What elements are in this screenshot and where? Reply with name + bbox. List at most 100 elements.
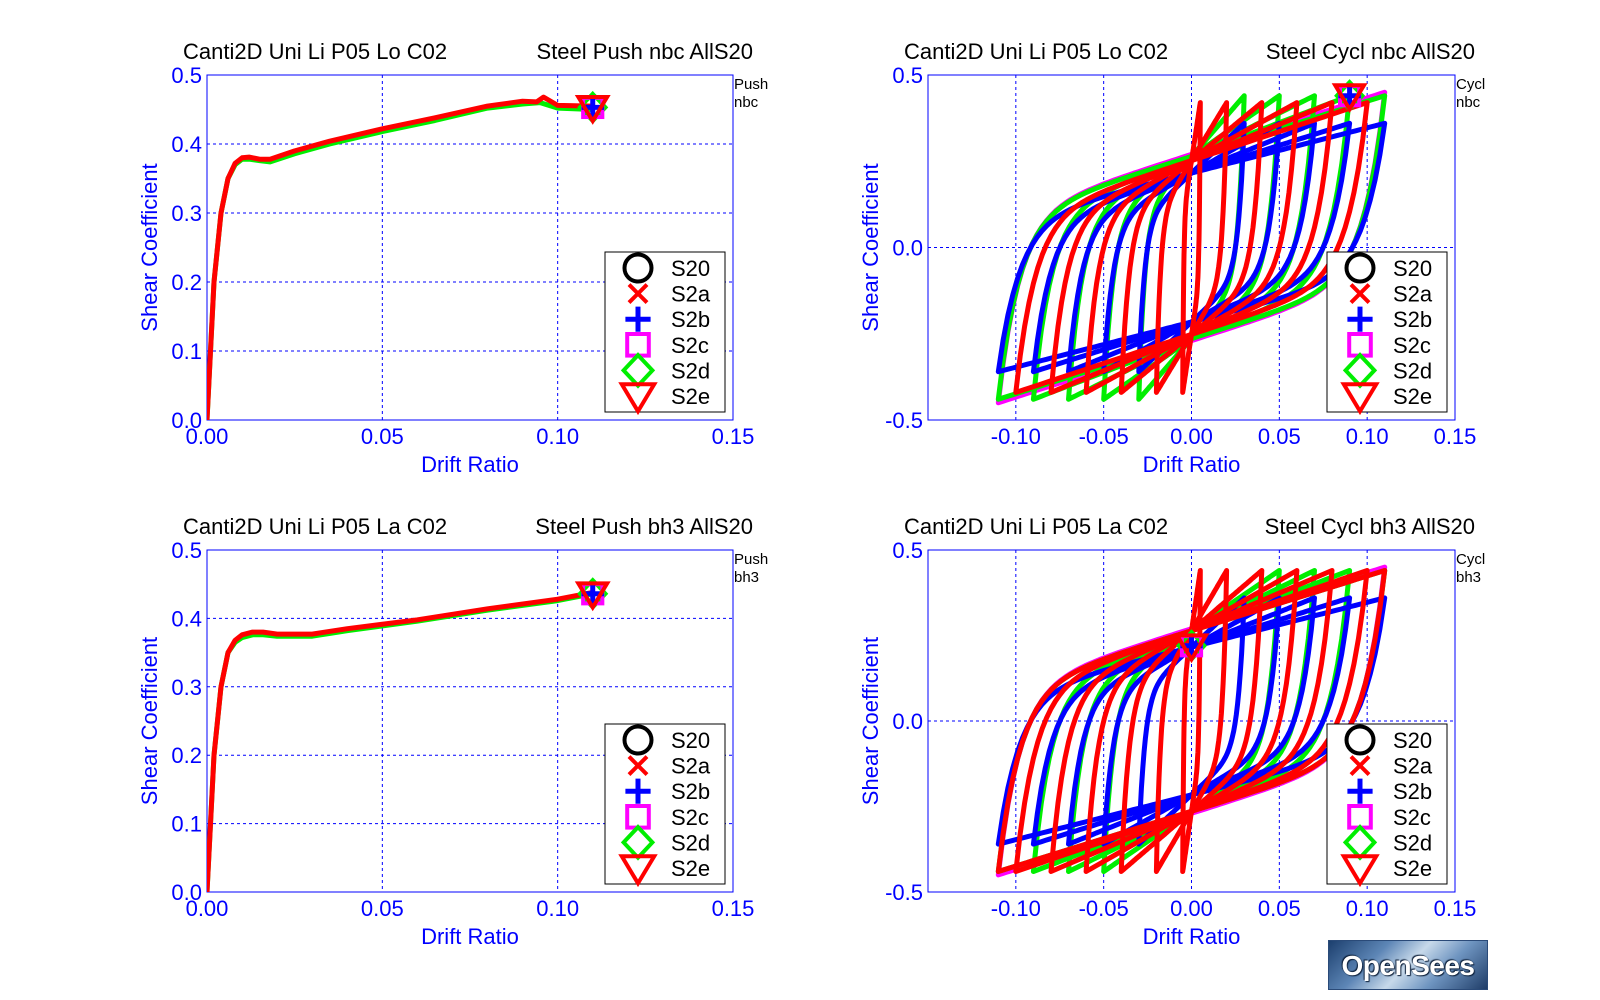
chart-title-left: Canti2D Uni Li P05 La C02 (904, 514, 1168, 539)
hysteresis-loop-s2a (1013, 100, 1370, 395)
end-marker-s2e (1173, 633, 1210, 664)
x-tick-label: 0.15 (712, 896, 755, 921)
chart-title-left: Canti2D Uni Li P05 Lo C02 (183, 39, 447, 64)
y-tick-label: 0.5 (892, 63, 923, 88)
hysteresis-loop-s2a (1013, 568, 1370, 874)
hysteresis-loop-s2a (1153, 568, 1230, 874)
legend-label-s2a: S2a (671, 282, 711, 307)
legend-label-s2b: S2b (671, 779, 710, 804)
x-tick-label: 0.15 (1434, 424, 1477, 449)
legend-marker-s2e (618, 854, 658, 888)
legend-marker-s2a (1349, 755, 1371, 777)
plot-area (207, 589, 594, 892)
y-axis-label: Shear Coefficient (858, 637, 883, 805)
legend-label-s2d: S2d (1393, 830, 1432, 855)
hysteresis-loop-s2a (1118, 100, 1265, 395)
series-line-s2d (207, 100, 593, 420)
hysteresis-loop-s2b (1066, 595, 1317, 847)
legend-label-s2d: S2d (1393, 358, 1432, 383)
x-tick-label: 0.00 (186, 424, 229, 449)
y-axis-label: Shear Coefficient (858, 163, 883, 331)
legend-label-s2c: S2c (1393, 805, 1431, 830)
legend-label-s2e: S2e (671, 384, 710, 409)
plot-area (207, 94, 593, 420)
legend-label-s2d: S2d (671, 358, 710, 383)
legend-marker-s2e (1340, 854, 1380, 888)
x-tick-label: 0.00 (186, 896, 229, 921)
x-tick-label: -0.10 (991, 424, 1041, 449)
legend-marker-s2a (627, 283, 649, 305)
legend-label-s2e: S2e (1393, 856, 1432, 881)
x-tick-label: 0.10 (1346, 424, 1389, 449)
legend-marker-s2e (618, 382, 658, 416)
panel-tag-line2: bh3 (734, 569, 759, 586)
legend-marker-s2b (1347, 778, 1373, 804)
legend-label-s20: S20 (1393, 256, 1432, 281)
y-tick-label: 0.3 (171, 201, 202, 226)
chart-title-right: Steel Cycl bh3 AllS20 (1265, 514, 1475, 539)
hysteresis-loop-s2b (1101, 595, 1282, 847)
x-axis-label: Drift Ratio (1143, 924, 1241, 949)
y-tick-label: 0.2 (171, 743, 202, 768)
hysteresis-loop-s2a (1180, 100, 1203, 395)
legend-label-s2c: S2c (1393, 333, 1431, 358)
x-tick-label: -0.05 (1079, 424, 1129, 449)
hysteresis-loop-s2d (1101, 568, 1282, 874)
panel-tag-line1: Push (734, 551, 768, 568)
legend-marker-s20 (1344, 252, 1376, 284)
x-tick-label: 0.05 (1258, 896, 1301, 921)
chart-panel-2: -0.10 -0.05 0.00 0.05 0.10 0.15 -0.5 0.0 0.5Cant… (858, 39, 1485, 477)
panel-tag-line2: bh3 (1456, 569, 1481, 586)
chart-title-left: Canti2D Uni Li P05 Lo C02 (904, 39, 1168, 64)
logo-text: OpenSees (1341, 950, 1475, 981)
legend-marker-s2a (627, 755, 649, 777)
x-tick-label: 0.10 (1346, 896, 1389, 921)
end-marker-s2e (1331, 83, 1368, 114)
legend-label-s2e: S2e (1393, 384, 1432, 409)
legend-label-s2a: S2a (671, 754, 711, 779)
x-tick-label: 0.15 (712, 424, 755, 449)
legend-marker-s2b (625, 778, 651, 804)
panel-tag-line1: Cycl (1456, 551, 1485, 568)
x-tick-label: 0.10 (536, 896, 579, 921)
x-tick-label: 0.05 (361, 896, 404, 921)
legend-marker-s2a (1349, 283, 1371, 305)
legend-label-s2c: S2c (671, 333, 709, 358)
x-axis-label: Drift Ratio (1143, 452, 1241, 477)
legend-marker-s2b (625, 306, 651, 332)
hysteresis-loop-s2a (1153, 100, 1230, 395)
y-tick-label: 0.0 (171, 880, 202, 905)
plot-frame (206, 549, 734, 893)
hysteresis-loop-s2b (995, 595, 1388, 847)
plot-frame (206, 74, 734, 421)
legend-marker-s2e (1340, 382, 1380, 416)
series-line-s2d (207, 591, 594, 892)
legend-marker-s20 (1344, 724, 1376, 756)
legend-label-s2b: S2b (671, 307, 710, 332)
legend-label-s2a: S2a (1393, 754, 1433, 779)
chart-panel-3: 0.00 0.05 0.10 0.15 0.0 0.1 0.2 0.3 0.4 0.5Canti2… (137, 514, 768, 949)
chart-title-right: Steel Cycl nbc AllS20 (1266, 39, 1475, 64)
y-axis-label: Shear Coefficient (137, 163, 162, 331)
y-tick-label: -0.5 (885, 880, 923, 905)
x-tick-label: -0.10 (991, 896, 1041, 921)
x-tick-label: 0.15 (1434, 896, 1477, 921)
panel-tag-line1: Push (734, 76, 768, 93)
legend-label-s2a: S2a (1393, 282, 1433, 307)
y-tick-label: 0.5 (171, 538, 202, 563)
x-axis-label: Drift Ratio (421, 452, 519, 477)
chart-title-right: Steel Push nbc AllS20 (537, 39, 753, 64)
y-tick-label: 0.0 (171, 408, 202, 433)
chart-title-right: Steel Push bh3 AllS20 (535, 514, 753, 539)
y-axis-label: Shear Coefficient (137, 637, 162, 805)
legend-label-s20: S20 (671, 728, 710, 753)
legend-marker-s2b (1347, 306, 1373, 332)
y-tick-label: 0.2 (171, 270, 202, 295)
x-tick-label: 0.05 (361, 424, 404, 449)
legend-label-s20: S20 (1393, 728, 1432, 753)
x-tick-label: 0.00 (1170, 896, 1213, 921)
